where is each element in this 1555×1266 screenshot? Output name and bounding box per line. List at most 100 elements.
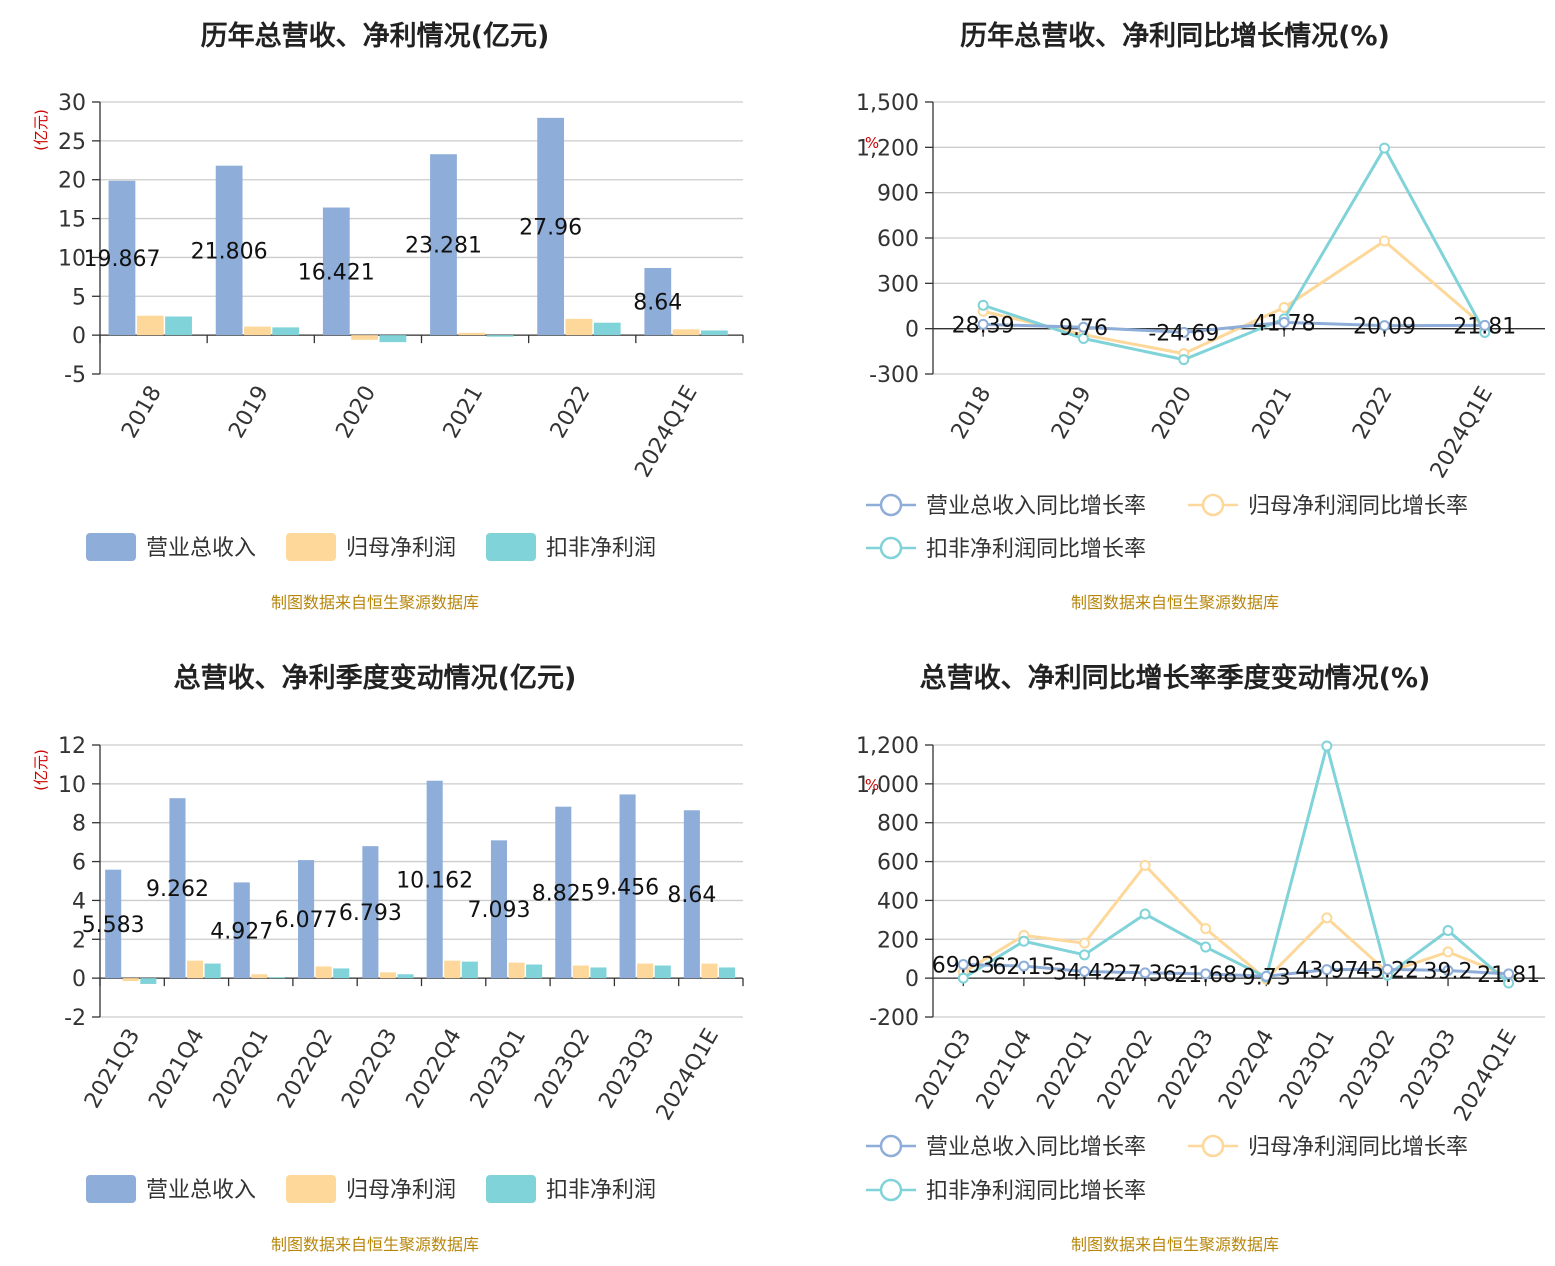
series-line-revenue-growth [983,320,1485,334]
y-tick-label: 200 [877,928,919,953]
y-tick-label: 600 [877,851,919,876]
bar-net-profit [136,315,164,336]
data-label: 27.96 [519,215,582,240]
x-tick-label: 2024Q1E [652,1025,724,1125]
data-label: 4.927 [210,919,273,944]
plot-area: -300 0 300 600 900 1,200 1,500 2018 2019 2020 2021… [856,91,1545,483]
x-tick-label: 2022Q1 [1032,1026,1097,1114]
chart-quarterly-growth: 总营收、净利同比增长率季度变动情况(%) % -200 0 200 400 600 800… [856,662,1545,1254]
data-label: 9.73 [1242,965,1291,990]
point-revenue-growth [1278,316,1290,328]
x-tick-label: 2023Q2 [1335,1026,1400,1114]
chart-title: 历年总营收、净利同比增长情况(%) [960,20,1390,52]
y-tick-label: 0 [72,967,86,992]
bar-revenue [490,840,508,979]
legend-item-profit-growth[interactable]: 归母净利润同比增长率 [1188,493,1468,519]
legend-label: 营业总收入 [146,1178,256,1203]
data-label: 21.806 [191,239,268,264]
y-tick-label: 15 [58,208,86,233]
x-tick-label: 2018 [117,382,167,443]
legend-item-revenue[interactable]: 营业总收入 [86,1175,256,1203]
point-revenue-growth [1378,320,1390,332]
data-label: 10.162 [396,868,473,893]
bar-net-profit [187,960,204,979]
bar-revenue [169,798,186,979]
point-revenue-growth [977,318,989,330]
legend-label: 归母净利润同比增长率 [1248,494,1468,519]
legend-item-revenue-growth[interactable]: 营业总收入同比增长率 [866,493,1146,519]
x-tick-label: 2022Q2 [273,1025,338,1113]
legend-item-deducted-profit[interactable]: 扣非净利润 [486,533,656,561]
y-tick-label: 300 [877,272,919,297]
bar-revenue [619,794,636,979]
legend: 营业总收入同比增长率 归母净利润同比增长率 扣非净利润同比增长率 [866,493,1468,562]
x-tick-label: 2022Q2 [1093,1026,1158,1114]
point-revenue-growth [1321,964,1333,976]
x-tick-label: 2023Q2 [530,1025,595,1113]
point-deducted-growth [1139,908,1151,920]
point-deducted-growth [1442,925,1454,937]
bar-revenue [683,810,700,979]
legend-item-deducted-growth[interactable]: 扣非净利润同比增长率 [866,536,1146,562]
legend-swatch [86,533,136,561]
point-revenue-growth [1178,326,1190,338]
legend-item-net-profit[interactable]: 归母净利润 [286,533,456,561]
point-deducted-growth [1200,941,1212,953]
legend-swatch [286,1175,336,1203]
y-tick-label: 0 [905,967,919,992]
source-note: 制图数据来自恒生聚源数据库 [1071,593,1279,612]
legend-label: 营业总收入同比增长率 [926,1135,1146,1160]
bar-deducted-profit [486,335,514,337]
point-profit-growth [1278,302,1290,314]
series-line-deducted-growth [982,145,1487,362]
x-tick-label: 2023Q3 [594,1025,659,1113]
bar-revenue [233,882,250,979]
y-tick-label: 25 [58,130,86,155]
bar-net-profit [244,326,271,336]
bar-net-profit [701,963,718,979]
data-label: 21.68 [1174,963,1237,988]
y-tick-label: 800 [877,812,919,837]
chart-title: 总营收、净利同比增长率季度变动情况(%) [920,662,1431,694]
x-tick-label: 2024Q1E [1426,383,1498,483]
x-tick-label: 2021 [1248,383,1298,444]
bar-deducted-profit [272,327,300,336]
legend-item-deducted-growth[interactable]: 扣非净利润同比增长率 [866,1178,1146,1204]
point-revenue-growth [1381,963,1393,975]
source-note: 制图数据来自恒生聚源数据库 [271,593,479,612]
legend-swatch [486,1175,536,1203]
chart-annual-growth: 历年总营收、净利同比增长情况(%) % -300 0 300 600 900 1,200 1… [856,20,1545,612]
y-tick-label: 1,200 [856,136,919,161]
point-deducted-growth [977,299,989,311]
legend-item-revenue-growth[interactable]: 营业总收入同比增长率 [866,1134,1146,1160]
x-tick-label: 2022Q3 [1154,1026,1219,1114]
point-revenue-growth [1077,321,1089,333]
legend-swatch [286,533,336,561]
legend-item-deducted-profit[interactable]: 扣非净利润 [486,1175,656,1203]
point-deducted-growth [1378,142,1390,154]
chart-annual-revenue-profit: 历年总营收、净利情况(亿元) (亿元) -5 0 5 10 15 20 25 30 2018 20… [32,20,744,612]
point-deducted-growth [1078,949,1090,961]
data-label: 69.93 [932,954,995,979]
legend-label: 归母净利润 [346,1178,456,1203]
point-profit-growth [1200,923,1212,935]
plot-area: -20246810122021Q32021Q42022Q12022Q22022Q… [58,734,744,1125]
point-revenue-growth [1442,965,1454,977]
legend-item-net-profit[interactable]: 归母净利润 [286,1175,456,1203]
y-tick-label: 20 [58,169,86,194]
y-tick-label: -200 [869,1006,919,1031]
point-profit-growth [1442,946,1454,958]
legend-label: 归母净利润 [346,536,456,561]
legend-item-revenue[interactable]: 营业总收入 [86,533,256,561]
legend-item-profit-growth[interactable]: 归母净利润同比增长率 [1188,1134,1468,1160]
bar-revenue [426,780,443,979]
data-label: 62.15 [992,955,1055,980]
legend-label: 扣非净利润同比增长率 [926,537,1146,562]
data-label: 20.09 [1353,315,1416,340]
source-note: 制图数据来自恒生聚源数据库 [271,1235,479,1254]
y-tick-label: 5 [72,285,86,310]
bar-revenue [430,154,457,336]
x-tick-label: 2022Q4 [1214,1026,1279,1114]
